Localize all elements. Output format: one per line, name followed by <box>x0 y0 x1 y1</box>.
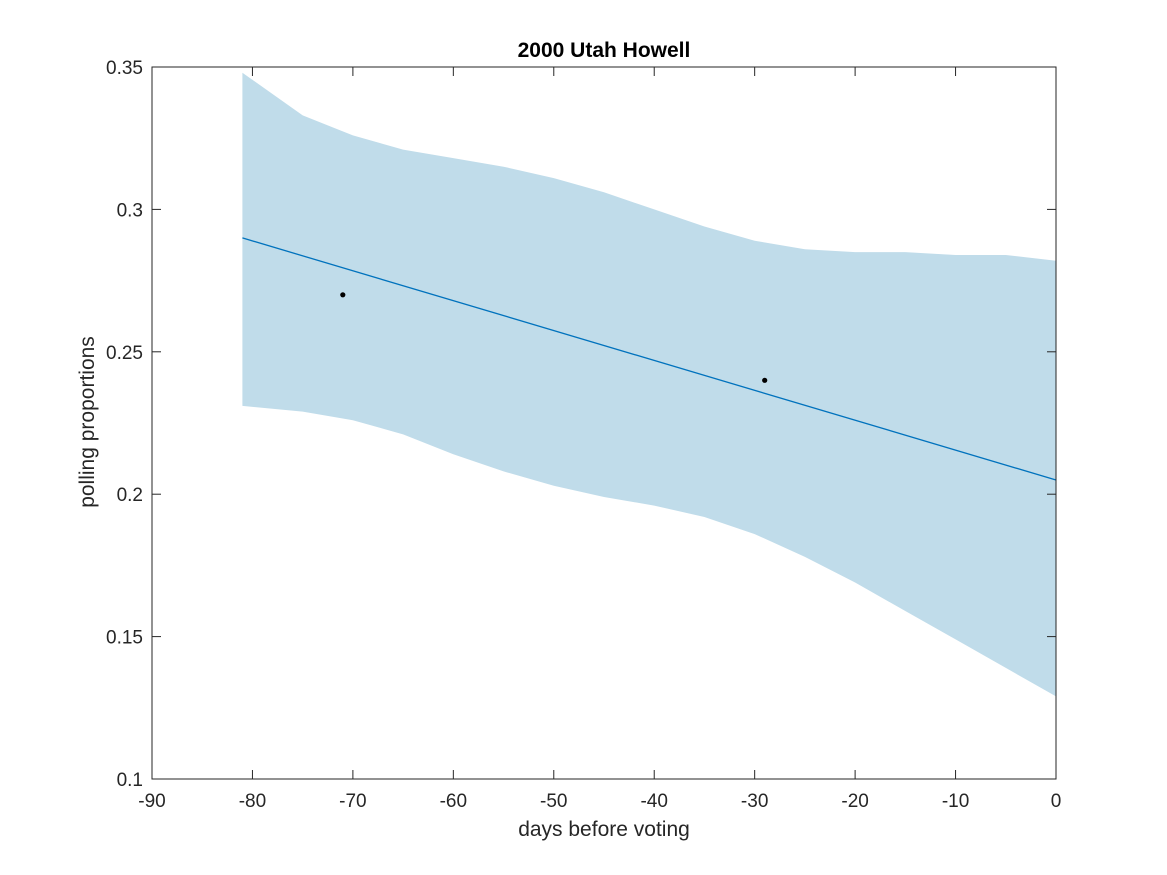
x-tick-label: 0 <box>1051 791 1062 812</box>
y-axis-label: polling proportions <box>76 336 99 508</box>
x-tick-label: -40 <box>640 791 667 812</box>
confidence-band <box>242 72 1056 697</box>
poll-point <box>340 292 346 298</box>
chart-title: 2000 Utah Howell <box>518 39 691 62</box>
axes: -90 -80 -70 -60 -50 -40 -30 -20 -10 0 0.1 0.15 0.2 0.… <box>106 58 1061 812</box>
y-tick-label: 0.3 <box>117 200 143 221</box>
x-axis-label: days before voting <box>518 818 690 841</box>
plot-frame <box>151 66 1057 780</box>
x-tick-label: -70 <box>339 791 366 812</box>
trend-line <box>242 237 1057 481</box>
x-tick-label: -80 <box>239 791 266 812</box>
y-tick-label: 0.25 <box>106 343 143 364</box>
x-tick-label: -10 <box>942 791 969 812</box>
y-tick-label: 0.1 <box>117 770 143 791</box>
x-tick-label: -20 <box>841 791 868 812</box>
y-tick-label: 0.35 <box>106 58 143 79</box>
plot-area <box>242 72 1057 697</box>
x-tick-label: -30 <box>741 791 768 812</box>
x-tick-label: -50 <box>540 791 567 812</box>
poll-point <box>762 377 768 383</box>
x-tick-label: -60 <box>440 791 467 812</box>
y-tick-label: 0.2 <box>117 485 143 506</box>
y-tick-label: 0.15 <box>106 628 143 649</box>
x-tick-label: -90 <box>138 791 165 812</box>
